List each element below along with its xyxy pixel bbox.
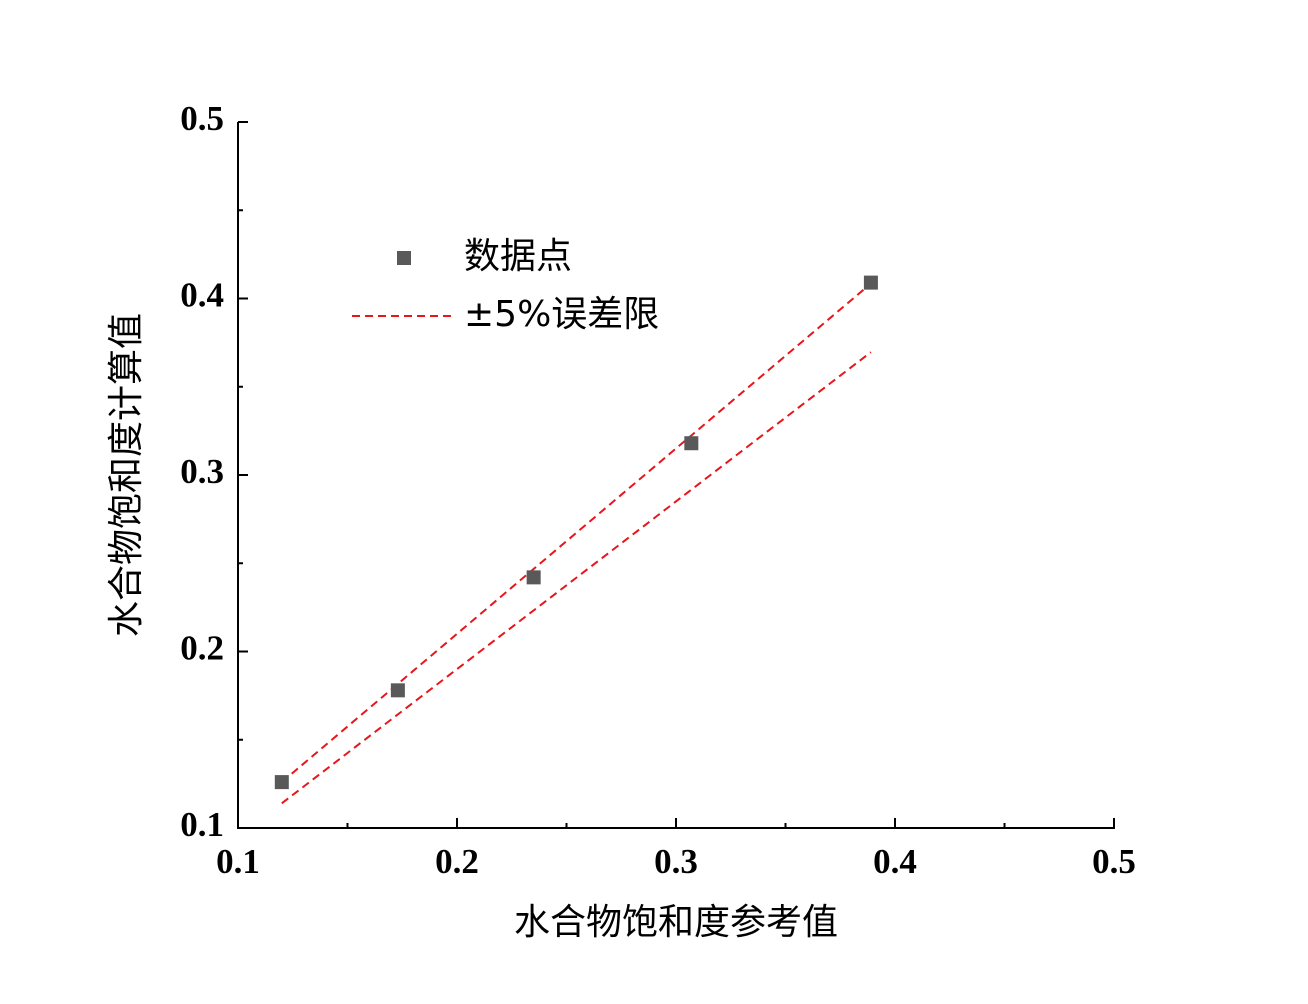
data-point	[390, 683, 405, 698]
legend-label: ±5%误差限	[464, 294, 659, 335]
y-tick-label: 0.4	[180, 276, 224, 315]
data-point	[274, 775, 289, 790]
x-tick-label: 0.4	[873, 842, 917, 881]
data-point	[684, 436, 699, 451]
x-axis-title: 水合物饱和度参考值	[514, 902, 838, 943]
x-tick-label: 0.2	[435, 842, 479, 881]
y-tick-label: 0.2	[180, 629, 224, 668]
error-limit-line	[281, 282, 872, 783]
x-tick-label: 0.1	[216, 842, 260, 881]
error-limit-line	[281, 351, 872, 805]
legend-marker	[397, 251, 411, 265]
data-point	[863, 275, 878, 290]
y-tick-label: 0.1	[180, 805, 224, 844]
data-point	[526, 570, 541, 585]
y-tick-label: 0.5	[180, 99, 224, 138]
legend-label: 数据点	[464, 236, 572, 277]
y-tick-label: 0.3	[180, 452, 224, 491]
x-tick-label: 0.3	[654, 842, 698, 881]
x-tick-label: 0.5	[1092, 842, 1136, 881]
y-axis-title: 水合物饱和度计算值	[106, 313, 147, 637]
